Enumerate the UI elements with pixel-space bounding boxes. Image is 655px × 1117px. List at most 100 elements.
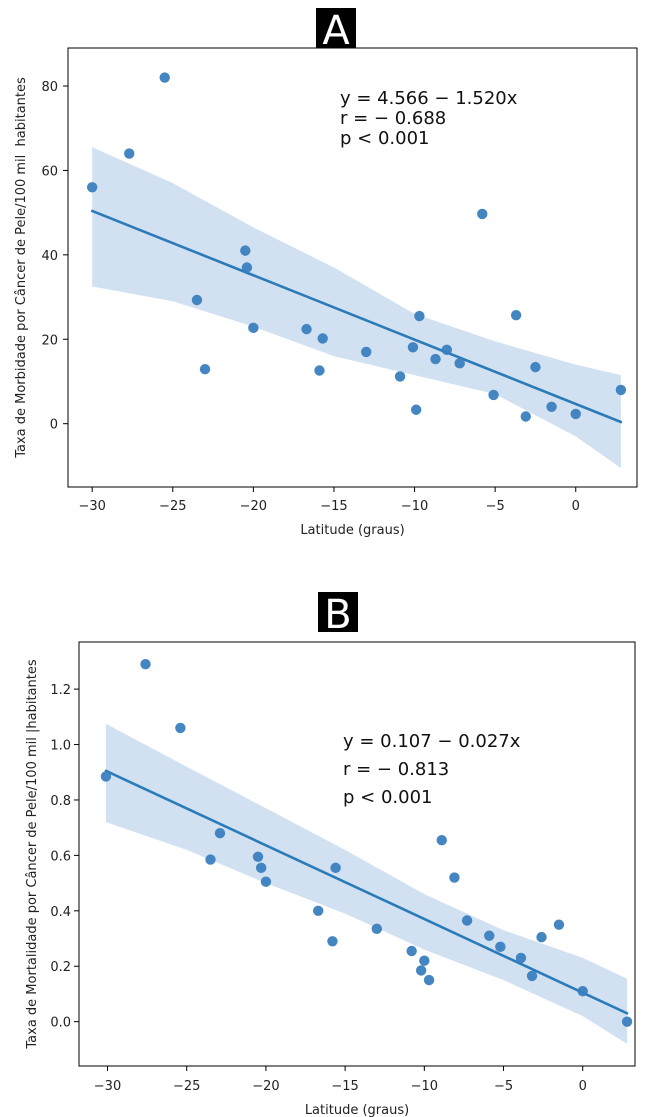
x-tick-label: −20 bbox=[240, 499, 267, 514]
data-point bbox=[361, 346, 372, 358]
data-point bbox=[241, 262, 253, 273]
x-tick-label: −30 bbox=[78, 499, 105, 514]
panel-label-box bbox=[318, 592, 358, 632]
data-point bbox=[484, 930, 495, 941]
data-point bbox=[240, 245, 251, 256]
x-tick-label: −10 bbox=[401, 499, 428, 514]
y-tick-label: 40 bbox=[41, 249, 58, 264]
x-tick-label: −10 bbox=[411, 1079, 438, 1094]
y-tick-label: 1.0 bbox=[50, 739, 71, 754]
data-point bbox=[415, 965, 427, 976]
x-tick-label: −5 bbox=[494, 1079, 513, 1094]
data-point bbox=[510, 309, 522, 321]
x-axis-label: Latitude (graus) bbox=[305, 1103, 409, 1117]
data-point bbox=[410, 404, 422, 415]
data-point bbox=[205, 854, 216, 865]
data-point bbox=[100, 771, 112, 782]
data-point bbox=[327, 936, 338, 947]
x-axis-label: Latitude (graus) bbox=[300, 523, 404, 538]
y-tick-label: 0.4 bbox=[50, 905, 71, 920]
data-point bbox=[312, 905, 324, 917]
data-point bbox=[441, 344, 452, 356]
data-point bbox=[454, 358, 465, 369]
data-point bbox=[449, 872, 460, 883]
x-tick-label: −20 bbox=[252, 1079, 279, 1094]
data-point bbox=[86, 182, 98, 193]
regression-annotation: p < 0.001 bbox=[343, 787, 432, 808]
y-axis-label: Taxa de Morbidade por Câncer de Pele/100… bbox=[14, 77, 29, 459]
data-point bbox=[330, 862, 341, 874]
data-point bbox=[214, 828, 226, 839]
x-tick-label: 0 bbox=[579, 1079, 587, 1094]
y-tick-label: 0.0 bbox=[50, 1016, 71, 1031]
y-axis-label: Taxa de Mortalidade por Câncer de Pele/1… bbox=[25, 659, 40, 1049]
data-point bbox=[515, 952, 527, 964]
y-tick-label: 1.2 bbox=[50, 683, 71, 698]
x-tick-label: −30 bbox=[94, 1079, 121, 1094]
data-point bbox=[406, 945, 417, 957]
data-point bbox=[260, 876, 272, 887]
data-point bbox=[546, 401, 557, 412]
x-tick-label: −5 bbox=[486, 499, 505, 514]
data-point bbox=[301, 323, 312, 335]
panel-b: B −30 −25 −20 −15 −10 −5 0 0.0 0.2 0.4 0.6 0.8 1.0 1.2… bbox=[25, 592, 636, 1117]
data-point bbox=[461, 915, 473, 926]
data-point bbox=[414, 310, 425, 322]
data-point bbox=[159, 72, 170, 83]
data-point bbox=[199, 364, 211, 375]
panel-label-box bbox=[316, 8, 356, 48]
panel-a: A −30 −25 −20 −15 −10 −5 0 0 20 40 60 80 Latitude (gr… bbox=[14, 8, 638, 538]
confidence-band bbox=[105, 723, 628, 1044]
y-tick-label: 0 bbox=[50, 418, 58, 433]
regression-annotation: p < 0.001 bbox=[340, 128, 429, 149]
x-tick-label: −25 bbox=[159, 499, 186, 514]
y-tick-label: 60 bbox=[41, 164, 58, 179]
data-point bbox=[423, 974, 435, 986]
x-tick-label: −25 bbox=[173, 1079, 200, 1094]
y-tick-label: 80 bbox=[41, 80, 58, 95]
data-point bbox=[407, 342, 419, 353]
confidence-band bbox=[92, 147, 621, 469]
regression-annotation: y = 0.107 − 0.027x bbox=[343, 731, 521, 752]
axes-frame bbox=[78, 641, 636, 1067]
panel-label: B bbox=[324, 592, 351, 638]
data-point bbox=[570, 408, 581, 420]
data-point bbox=[317, 333, 328, 344]
regression-annotation: r = − 0.813 bbox=[343, 759, 449, 780]
data-point bbox=[577, 985, 588, 997]
regression-annotation: y = 4.566 − 1.520x bbox=[340, 88, 518, 109]
data-point bbox=[419, 955, 430, 966]
data-point bbox=[553, 919, 565, 930]
data-point bbox=[394, 371, 406, 382]
y-tick-label: 0.8 bbox=[50, 794, 71, 809]
data-point bbox=[140, 658, 151, 670]
data-point bbox=[488, 389, 499, 401]
regression-line bbox=[104, 769, 629, 1015]
data-point bbox=[175, 722, 186, 734]
data-point bbox=[615, 384, 627, 396]
y-tick-label: 0.2 bbox=[50, 960, 71, 975]
data-point bbox=[530, 361, 541, 373]
panel-label: A bbox=[322, 8, 350, 54]
data-point bbox=[477, 208, 488, 220]
axes-frame bbox=[67, 47, 638, 488]
data-point bbox=[436, 834, 447, 846]
x-tick-label: 0 bbox=[572, 499, 580, 514]
data-point bbox=[536, 931, 547, 943]
data-point bbox=[430, 353, 441, 365]
data-point bbox=[621, 1016, 633, 1027]
data-point bbox=[191, 294, 203, 306]
data-point bbox=[526, 970, 538, 982]
regression-line bbox=[90, 209, 623, 424]
data-point bbox=[252, 851, 264, 862]
data-point bbox=[255, 862, 267, 874]
data-point bbox=[314, 365, 325, 376]
x-tick-label: −15 bbox=[320, 499, 347, 514]
data-point bbox=[495, 941, 506, 953]
data-point bbox=[520, 411, 531, 422]
data-point bbox=[124, 148, 135, 159]
x-tick-label: −15 bbox=[331, 1079, 358, 1094]
y-tick-label: 20 bbox=[41, 333, 58, 348]
y-tick-label: 0.6 bbox=[50, 849, 71, 864]
